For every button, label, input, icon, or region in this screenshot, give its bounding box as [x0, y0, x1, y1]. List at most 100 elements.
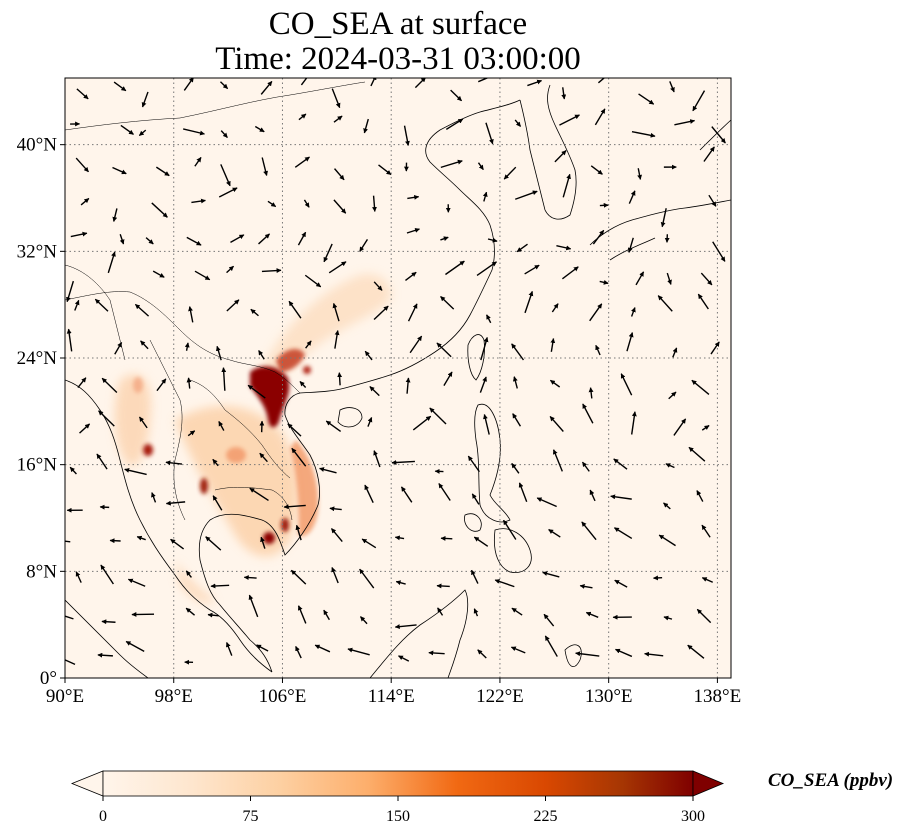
wind-arrow [663, 502, 671, 510]
wind-arrow [328, 261, 347, 274]
wind-arrow [562, 173, 571, 198]
wind-arrow [551, 303, 559, 313]
colorbar-tick-label: 75 [243, 808, 259, 825]
wind-arrow [314, 644, 331, 653]
wind-arrow [125, 640, 145, 653]
wind-arrow [708, 194, 717, 207]
wind-arrow [334, 330, 340, 349]
wind-arrow [581, 521, 597, 541]
wind-arrow [630, 411, 637, 435]
wind-arrow [585, 611, 599, 618]
wind-arrow [112, 208, 118, 222]
wind-arrow [107, 251, 116, 274]
wind-arrow [212, 458, 219, 467]
wind-arrow [138, 416, 148, 429]
wind-arrow [660, 208, 667, 228]
wind-arrow [542, 571, 560, 578]
wind-arrow [700, 272, 713, 286]
wind-arrow [187, 430, 196, 437]
wind-arrow [243, 575, 257, 581]
plume-indochina [175, 406, 299, 557]
wind-arrow [638, 93, 655, 105]
wind-arrow [66, 328, 73, 352]
wind-arrow [219, 81, 229, 90]
wind-arrow [288, 300, 302, 319]
wind-arrow [516, 243, 528, 253]
wind-arrow [701, 524, 711, 538]
wind-arrow [511, 463, 520, 474]
colorbar-gradient [102, 770, 694, 797]
wind-arrow [260, 80, 273, 95]
wind-arrow [550, 338, 556, 352]
map-panel [64, 77, 732, 679]
wind-arrow [394, 535, 405, 541]
wind-arrow [186, 377, 192, 389]
wind-arrow [703, 146, 715, 162]
wind-arrow [369, 386, 380, 397]
wind-arrow [98, 410, 115, 427]
wind-arrow [212, 495, 223, 511]
wind-arrow [544, 635, 558, 657]
wind-arrow [597, 78, 606, 84]
wind-arrow [373, 281, 383, 291]
wind-arrow [512, 376, 518, 389]
wind-arrow [673, 418, 687, 436]
wind-arrow [589, 489, 596, 502]
wind-arrow [80, 197, 90, 206]
wind-arrow [295, 524, 302, 541]
wind-arrow [691, 379, 710, 395]
hotspot-thailand [200, 478, 208, 494]
wind-arrow [672, 347, 678, 358]
wind-arrow [165, 460, 183, 466]
lon-tick-label: 130°E [585, 686, 633, 707]
wind-arrow [378, 164, 392, 176]
colorbar-extend-min [70, 770, 104, 797]
wind-arrow [361, 538, 377, 549]
wind-arrow [391, 460, 415, 465]
wind-arrow [347, 647, 370, 656]
wind-arrow [524, 290, 534, 314]
wind-arrow [476, 261, 497, 276]
wind-arrow [119, 234, 125, 245]
wind-arrow [300, 78, 308, 86]
wind-arrow [370, 78, 377, 87]
wind-arrow [674, 119, 696, 126]
wind-arrow [407, 303, 418, 322]
lat-tick-label: 16°N [17, 455, 58, 476]
wind-arrow [97, 652, 113, 658]
colorbar-tick-label: 300 [681, 808, 705, 825]
wind-arrow [367, 417, 373, 427]
wind-arrow [614, 579, 628, 588]
wind-arrow [637, 168, 642, 180]
wind-arrow [299, 380, 307, 388]
wind-arrow [510, 646, 526, 654]
wind-arrow [303, 199, 310, 208]
wind-arrow [363, 118, 369, 134]
wind-arrow [470, 569, 479, 584]
wind-arrow [124, 467, 147, 476]
wind-arrow [69, 466, 77, 475]
wind-arrow [297, 231, 307, 246]
wind-arrow [65, 659, 76, 666]
lat-tick-label: 40°N [17, 135, 58, 156]
wind-arrow [319, 467, 337, 474]
wind-arrow [582, 403, 594, 424]
wind-arrow [579, 584, 593, 589]
hotspot-north-plume [276, 348, 305, 372]
hotspot-laos [226, 447, 246, 463]
wind-arrow [261, 157, 268, 176]
wind-arrow [259, 452, 268, 463]
border-cambodia [214, 487, 293, 521]
border-laos [189, 379, 291, 479]
wind-arrow [323, 609, 330, 621]
wind-arrow [405, 271, 417, 281]
wind-arrow [589, 303, 603, 322]
wind-arrow [298, 113, 307, 121]
wind-arrow [514, 119, 522, 127]
map-subtitle-time: Time: 2024-03-31 03:00:00 [215, 41, 581, 77]
wind-arrow [225, 642, 233, 656]
wind-arrow [114, 342, 123, 355]
gridlines [65, 78, 731, 678]
wind-arrow [711, 126, 726, 144]
